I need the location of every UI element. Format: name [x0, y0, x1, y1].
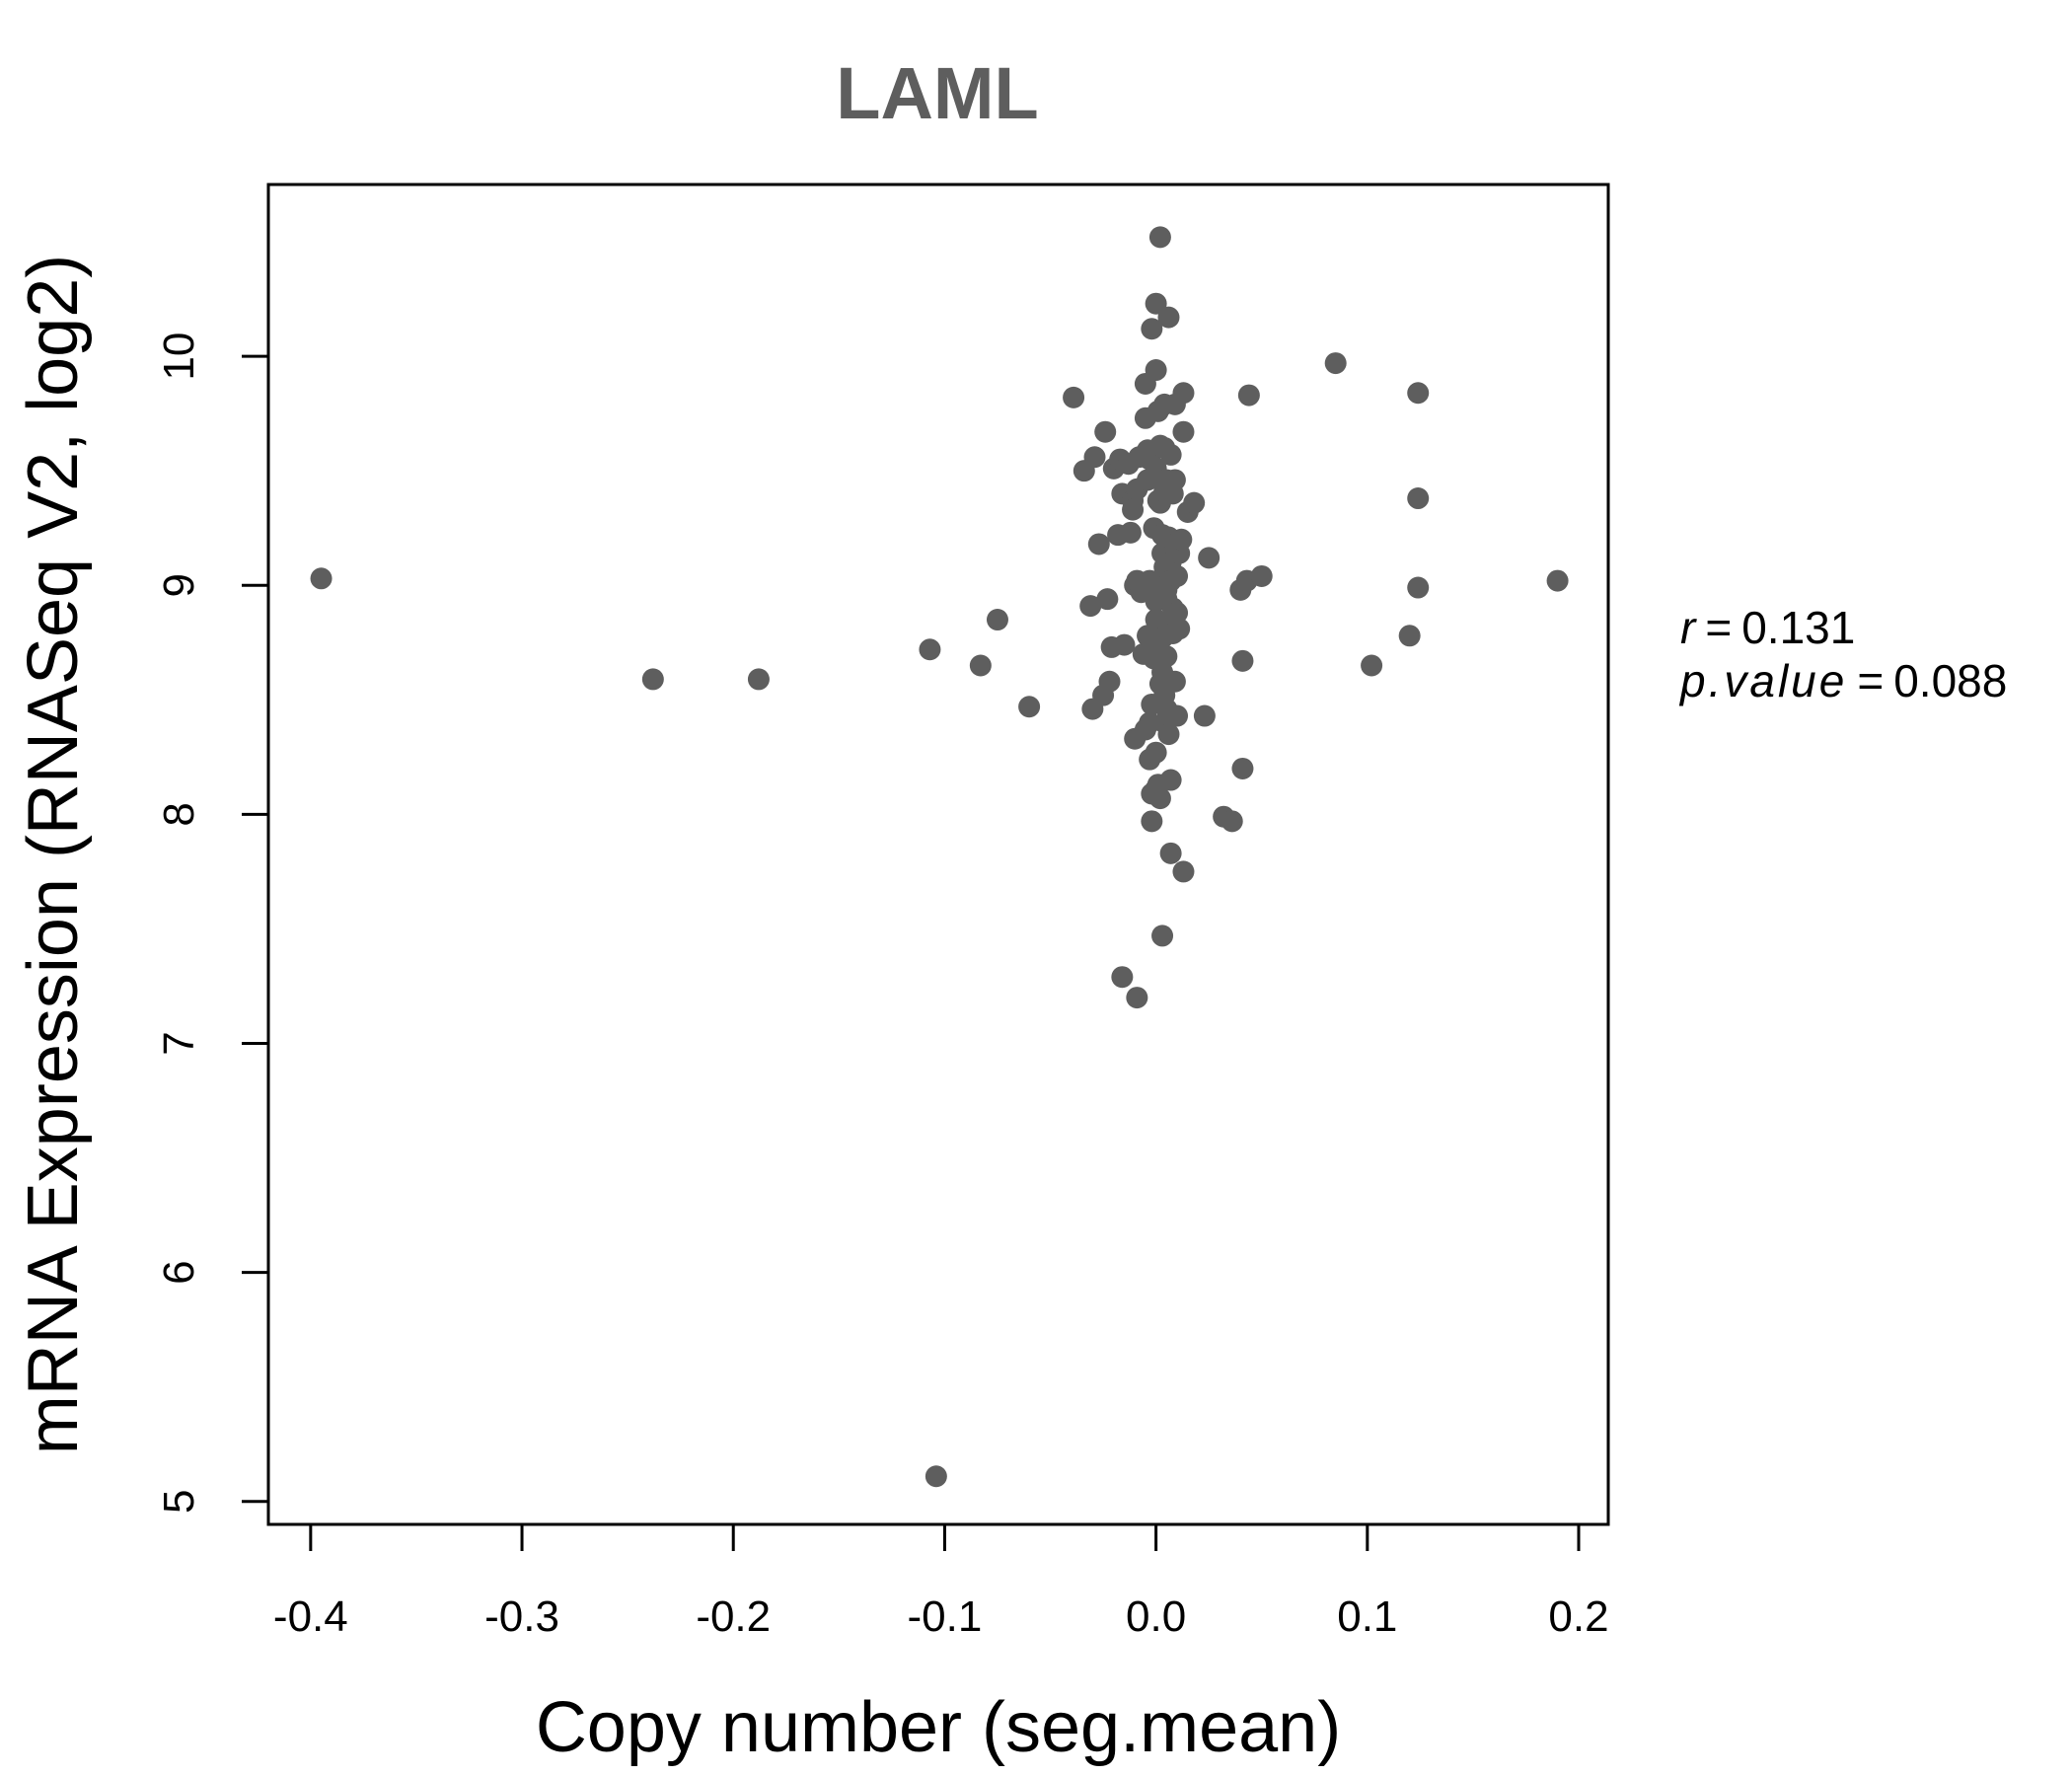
data-point: [1098, 670, 1121, 693]
data-point: [1231, 649, 1254, 672]
data-point: [1166, 704, 1189, 727]
x-tick-label: -0.2: [696, 1592, 771, 1641]
data-point: [1113, 633, 1136, 656]
correlation-stats: r = 0.131 p.value = 0.088: [1678, 602, 2007, 706]
data-point: [1166, 602, 1189, 625]
x-axis-title: Copy number (seg.mean): [536, 1688, 1341, 1767]
y-tick-label: 6: [155, 1260, 203, 1284]
y-tick-label: 10: [155, 333, 203, 381]
data-point: [925, 1465, 947, 1488]
data-point: [1170, 528, 1193, 551]
data-point: [1159, 842, 1182, 864]
data-point: [1193, 704, 1216, 727]
data-point: [1198, 547, 1221, 569]
data-point: [310, 567, 333, 590]
data-point: [1122, 498, 1145, 521]
data-point: [1231, 757, 1254, 779]
data-point: [1361, 654, 1383, 677]
y-tick-label: 8: [155, 802, 203, 826]
y-tick-label: 5: [155, 1490, 203, 1514]
plot-frame: [266, 183, 1610, 1526]
data-point: [1145, 292, 1167, 315]
data-point: [1407, 576, 1430, 599]
data-point: [1155, 645, 1178, 668]
data-point: [1172, 860, 1195, 883]
x-tick-label: 0.0: [1126, 1592, 1186, 1641]
data-point: [1172, 420, 1195, 443]
x-tick-label: 0.2: [1548, 1592, 1608, 1641]
data-point: [1119, 521, 1142, 544]
y-tick-label: 9: [155, 573, 203, 597]
data-point: [969, 654, 992, 677]
data-point: [747, 668, 770, 691]
data-point: [1148, 787, 1171, 810]
data-point: [1250, 564, 1273, 587]
x-tick-label: 0.1: [1337, 1592, 1397, 1641]
r-equals: =: [1705, 602, 1732, 653]
chart-title: LAML: [836, 52, 1039, 134]
data-point: [1083, 446, 1106, 469]
data-point: [1166, 564, 1189, 587]
data-point: [1145, 359, 1167, 382]
data-point: [1157, 723, 1180, 746]
data-point: [1126, 987, 1148, 1009]
data-point: [1407, 487, 1430, 510]
data-point: [1151, 925, 1174, 947]
data-point: [1237, 384, 1260, 407]
data-point: [1168, 618, 1191, 640]
y-axis-title: mRNA Expression (RNASeq V2, log2): [14, 255, 93, 1454]
data-point: [1111, 966, 1134, 989]
r-label: r: [1680, 602, 1697, 653]
data-point: [1141, 318, 1163, 340]
data-point: [1172, 382, 1195, 405]
y-axis: 5 6 7 8 9 10: [155, 333, 270, 1514]
p-value: 0.088: [1893, 655, 2007, 706]
data-points: [310, 226, 1569, 1488]
data-point: [1145, 741, 1167, 764]
data-point: [1148, 226, 1171, 249]
r-stat: r = 0.131: [1680, 602, 1855, 653]
data-point: [986, 609, 1008, 631]
p-label: p.value: [1678, 655, 1847, 706]
data-point: [1094, 420, 1117, 443]
x-tick-label: -0.3: [484, 1592, 559, 1641]
data-point: [1407, 382, 1430, 405]
x-tick-label: -0.4: [273, 1592, 348, 1641]
data-point: [1079, 595, 1102, 618]
y-tick-label: 7: [155, 1031, 203, 1055]
p-stat: p.value = 0.088: [1678, 655, 2007, 706]
data-point: [1096, 588, 1119, 611]
x-axis: -0.4 -0.3 -0.2 -0.1 0.0 0.1 0.2: [273, 1522, 1609, 1641]
data-point: [1063, 386, 1085, 408]
data-point: [1183, 491, 1206, 514]
data-point: [1087, 533, 1110, 555]
data-point: [1546, 569, 1569, 592]
data-point: [1018, 696, 1041, 718]
x-tick-label: -0.1: [908, 1592, 983, 1641]
data-point: [641, 668, 664, 691]
data-point: [1163, 670, 1186, 693]
data-point: [1157, 306, 1180, 329]
data-point: [1324, 352, 1347, 375]
data-point: [1163, 469, 1186, 491]
data-point: [919, 638, 941, 661]
data-point: [1141, 810, 1163, 833]
r-value: 0.131: [1741, 602, 1855, 653]
p-equals: =: [1857, 655, 1884, 706]
data-point: [1159, 443, 1182, 466]
data-point: [1159, 769, 1182, 791]
data-point: [1398, 625, 1421, 647]
data-point: [1221, 810, 1243, 833]
